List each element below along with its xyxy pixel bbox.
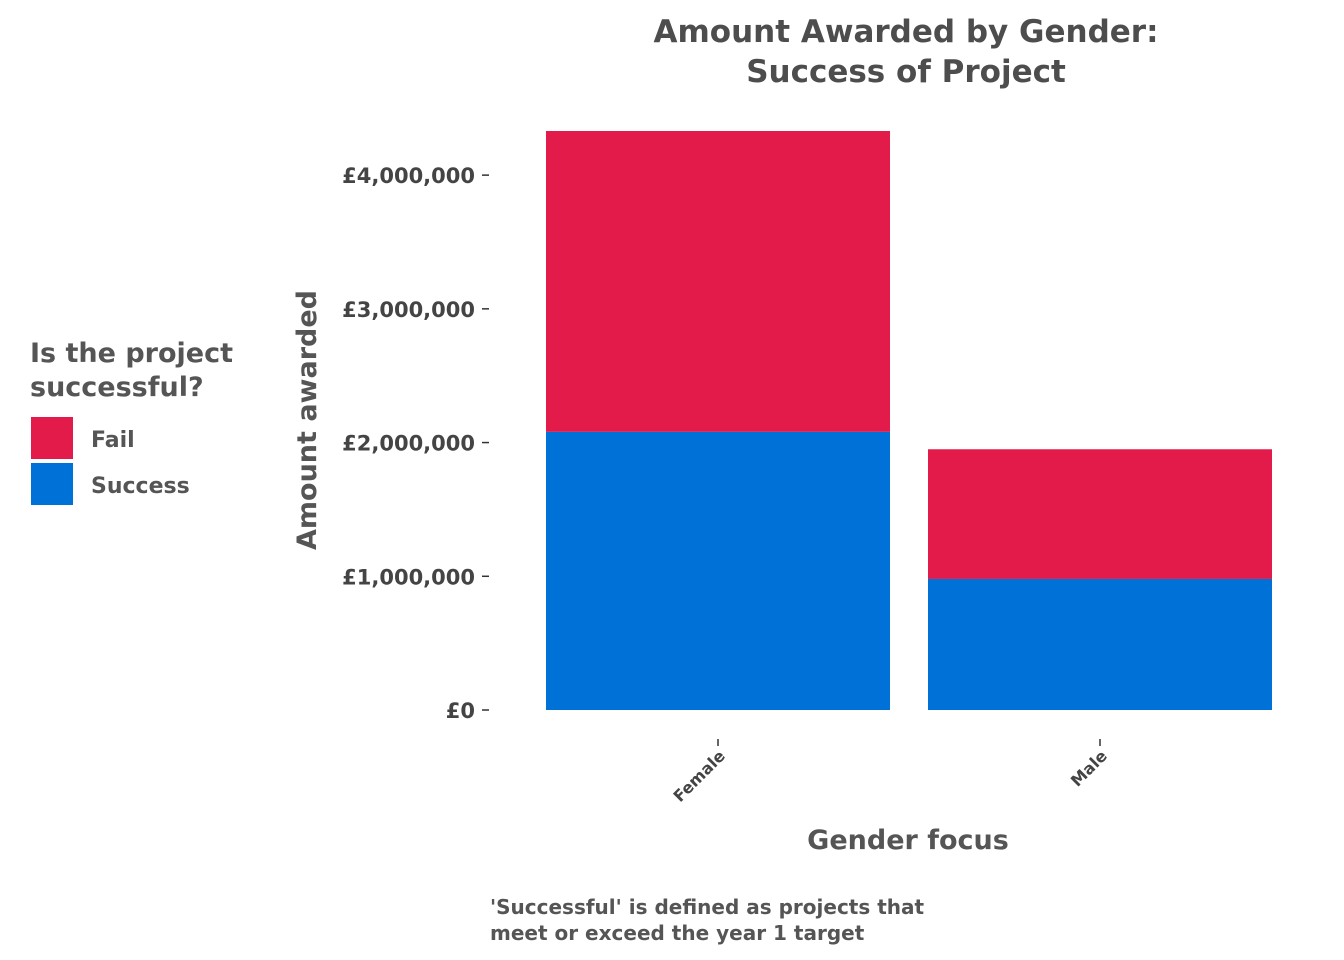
bar-male-success — [928, 578, 1272, 710]
y-tick-label: £4,000,000 — [342, 164, 475, 188]
legend-label-fail: Fail — [91, 428, 135, 453]
legend-title-line-1: Is the project — [30, 338, 233, 369]
legend-label-success: Success — [91, 474, 190, 499]
legend: Is the project successful? Fail Success — [30, 338, 233, 505]
caption-line-1: 'Successful' is defined as projects that — [490, 895, 925, 919]
bar-female-success — [546, 431, 890, 710]
y-tick-label: £0 — [446, 699, 475, 723]
y-tick-label: £3,000,000 — [342, 298, 475, 322]
chart-title-line-2: Success of Project — [746, 54, 1066, 90]
y-tick-label: £2,000,000 — [342, 432, 475, 456]
bar-male-fail — [928, 449, 1272, 579]
x-axis-title: Gender focus — [807, 825, 1009, 856]
x-axis: Female Male — [669, 739, 1111, 806]
legend-swatch-fail — [31, 417, 73, 459]
y-axis-title: Amount awarded — [292, 290, 323, 550]
legend-title-line-2: successful? — [30, 372, 204, 403]
bar-female-fail — [546, 131, 890, 432]
chart-title-line-1: Amount Awarded by Gender: — [653, 14, 1158, 50]
x-tick-label: Female — [669, 746, 728, 805]
legend-swatch-success — [31, 463, 73, 505]
caption-line-2: meet or exceed the year 1 target — [490, 921, 865, 945]
y-axis: £0 £1,000,000 £2,000,000 £3,000,000 £4,000,0… — [342, 164, 489, 723]
bars-group — [546, 131, 1272, 710]
y-tick-label: £1,000,000 — [342, 565, 475, 589]
x-tick-label: Male — [1067, 746, 1111, 790]
